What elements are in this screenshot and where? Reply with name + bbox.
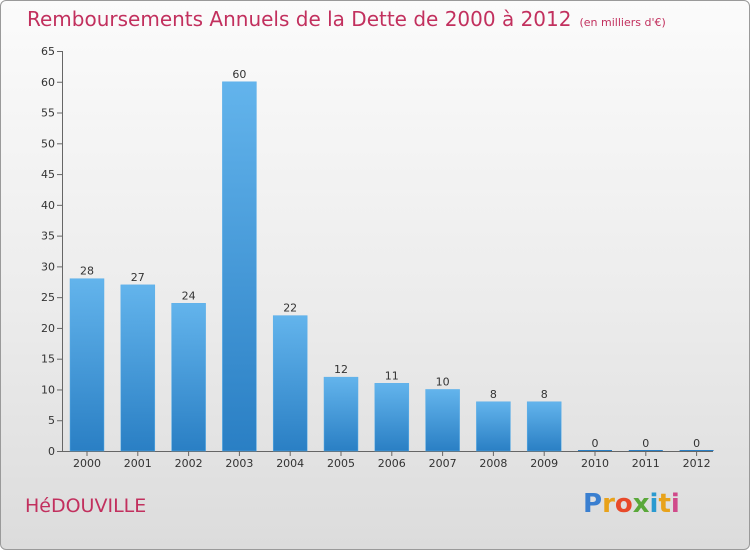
logo-letter: x	[632, 489, 650, 519]
bar-value-label: 22	[283, 302, 297, 315]
bar	[476, 401, 511, 452]
bar-value-label: 11	[385, 369, 399, 382]
chart-title-text: Remboursements Annuels de la Dette de 20…	[27, 7, 572, 31]
bar-value-label: 0	[592, 437, 599, 450]
bar	[272, 315, 308, 452]
y-tick-label: 65	[41, 45, 55, 58]
logo-letter: o	[614, 489, 633, 519]
bar-value-label: 8	[541, 388, 548, 401]
x-tick-label: 2009	[530, 457, 558, 470]
commune-name: HéDOUVILLE	[25, 495, 147, 517]
bar	[374, 383, 410, 452]
x-tick-label: 2000	[73, 457, 101, 470]
logo-letter: i	[649, 489, 659, 519]
y-tick-label: 0	[48, 445, 55, 458]
bar	[323, 376, 359, 452]
y-tick-label: 35	[41, 230, 55, 243]
y-tick-label: 40	[41, 199, 55, 212]
y-tick-label: 30	[41, 260, 55, 273]
x-tick-label: 2004	[276, 457, 304, 470]
bar-value-label: 60	[232, 68, 246, 81]
x-tick-label: 2012	[683, 457, 711, 470]
y-tick-label: 15	[41, 353, 55, 366]
bar-value-label: 12	[334, 363, 348, 376]
y-tick-label: 20	[41, 322, 55, 335]
bar-value-label: 0	[642, 437, 649, 450]
x-tick-label: 2006	[378, 457, 406, 470]
bar	[120, 284, 156, 452]
y-tick-label: 55	[41, 107, 55, 120]
logo-letter: P	[583, 489, 603, 519]
x-tick-label: 2001	[124, 457, 152, 470]
x-tick-label: 2011	[632, 457, 660, 470]
bar-value-label: 24	[182, 289, 196, 302]
y-tick-label: 45	[41, 168, 55, 181]
bar-value-label: 27	[131, 271, 145, 284]
bar	[679, 450, 714, 451]
y-tick-label: 50	[41, 137, 55, 150]
y-tick-label: 5	[48, 414, 55, 427]
x-tick-label: 2007	[429, 457, 457, 470]
y-tick-label: 25	[41, 291, 55, 304]
logo-letter: t	[658, 489, 671, 519]
bar	[578, 450, 612, 451]
bar	[69, 278, 105, 452]
bar	[628, 450, 663, 451]
logo-letter: r	[602, 489, 615, 519]
bar-value-label: 0	[693, 437, 700, 450]
bar-value-label: 28	[80, 265, 94, 278]
bar	[425, 389, 460, 452]
x-tick-label: 2005	[327, 457, 355, 470]
logo-letter: i	[670, 489, 680, 519]
x-tick-label: 2010	[581, 457, 609, 470]
bar	[526, 401, 562, 452]
bar	[222, 81, 257, 452]
y-tick-label: 10	[41, 383, 55, 396]
y-tick-label: 60	[41, 76, 55, 89]
chart-title: Remboursements Annuels de la Dette de 20…	[27, 7, 666, 31]
x-tick-label: 2002	[175, 457, 203, 470]
proxiti-logo: Proxiti	[583, 489, 680, 519]
x-tick-label: 2003	[225, 457, 253, 470]
bar	[171, 303, 206, 452]
x-tick-label: 2008	[479, 457, 507, 470]
bar-value-label: 10	[436, 375, 450, 388]
bar-value-label: 8	[490, 388, 497, 401]
chart-unit-label: (en milliers d'€)	[579, 16, 666, 29]
